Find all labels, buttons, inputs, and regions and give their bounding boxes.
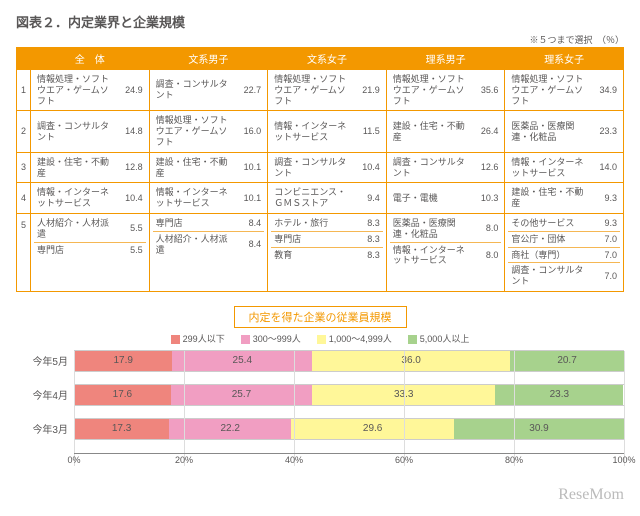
axis-label: 100% (612, 455, 635, 465)
industry-cell: 情報処理・ソフトウエア・ゲームソフト35.6 (386, 70, 505, 111)
bar-segment: 17.6 (74, 385, 171, 405)
industry-cell: 建設・住宅・不動産26.4 (386, 111, 505, 152)
header-science-m: 理系男子 (386, 48, 505, 70)
stacked-bar: 17.625.733.323.3 (74, 384, 624, 406)
bar-segment: 22.2 (169, 419, 291, 439)
industry-cell: 情報処理・ソフトウエア・ゲームソフト21.9 (268, 70, 387, 111)
chart-section: 内定を得た企業の従業員規模 299人以下 300～999人 1,000～4,999人… (16, 306, 624, 482)
bar-segment: 25.4 (172, 351, 312, 371)
chart-row: 今年3月17.322.229.630.9 (74, 419, 624, 439)
chart-legend: 299人以下 300～999人 1,000～4,999人 5,000人以上 (16, 332, 624, 345)
bar-segment: 23.3 (495, 385, 623, 405)
industry-cell: コンビニエンス・ＧＭＳストア9.4 (268, 183, 387, 214)
bar-segment: 33.3 (312, 385, 495, 405)
rank-cell: 2 (17, 111, 31, 152)
axis-label: 20% (175, 455, 193, 465)
bar-segment: 25.7 (171, 385, 312, 405)
chart-row: 今年4月17.625.733.323.3 (74, 385, 624, 405)
row-label: 今年5月 (16, 353, 68, 368)
header-humanities-f: 文系女子 (268, 48, 387, 70)
bar-segment: 36.0 (312, 351, 510, 371)
header-science-f: 理系女子 (505, 48, 624, 70)
industry-cell: 医薬品・医療関連・化粧品23.3 (505, 111, 624, 152)
logo: ReseMom (16, 486, 624, 504)
rank-cell: 4 (17, 183, 31, 214)
legend-item: 5,000人以上 (408, 332, 470, 345)
axis-label: 60% (395, 455, 413, 465)
industry-table: 全 体 文系男子 文系女子 理系男子 理系女子 1情報処理・ソフトウエア・ゲーム… (16, 47, 624, 292)
stacked-bar: 17.322.229.630.9 (74, 418, 624, 440)
figure-title: 図表２．内定業界と企業規模 (16, 12, 624, 31)
industry-cell: 建設・住宅・不動産9.3 (505, 183, 624, 214)
bar-segment: 30.9 (454, 419, 624, 439)
industry-cell: 情報処理・ソフトウエア・ゲームソフト16.0 (149, 111, 268, 152)
industry-cell: 情報処理・ソフトウエア・ゲームソフト24.9 (31, 70, 150, 111)
industry-cell: 調査・コンサルタント12.6 (386, 152, 505, 183)
chart-row: 今年5月17.925.436.020.7 (74, 351, 624, 371)
rank-cell: 5 (17, 213, 31, 291)
industry-cell: 情報・インターネットサービス10.1 (149, 183, 268, 214)
industry-cell: 調査・コンサルタント10.4 (268, 152, 387, 183)
axis-label: 0% (67, 455, 80, 465)
rank-cell: 3 (17, 152, 31, 183)
industry-cell: 医薬品・医療関連・化粧品8.0情報・インターネットサービス8.0 (386, 213, 505, 291)
bar-segment: 29.6 (291, 419, 454, 439)
industry-cell: 情報処理・ソフトウエア・ゲームソフト34.9 (505, 70, 624, 111)
industry-cell: 調査・コンサルタント22.7 (149, 70, 268, 111)
chart-title: 内定を得た企業の従業員規模 (16, 306, 624, 328)
legend-item: 299人以下 (171, 332, 225, 345)
row-label: 今年3月 (16, 421, 68, 436)
legend-item: 1,000～4,999人 (317, 332, 392, 345)
legend-item: 300～999人 (241, 332, 301, 345)
axis-label: 80% (505, 455, 523, 465)
axis-label: 40% (285, 455, 303, 465)
industry-cell: 専門店8.4人材紹介・人材派遣8.4 (149, 213, 268, 291)
industry-cell: その他サービス9.3官公庁・団体7.0商社（専門）7.0調査・コンサルタント7.… (505, 213, 624, 291)
industry-cell: 調査・コンサルタント14.8 (31, 111, 150, 152)
rank-cell: 1 (17, 70, 31, 111)
stacked-bar-chart: 今年5月17.925.436.020.7今年4月17.625.733.323.3… (16, 351, 624, 482)
header-overall: 全 体 (31, 48, 150, 70)
header-blank (17, 48, 31, 70)
industry-cell: 情報・インターネットサービス14.0 (505, 152, 624, 183)
bar-segment: 20.7 (510, 351, 624, 371)
industry-cell: 建設・住宅・不動産12.8 (31, 152, 150, 183)
industry-cell: 情報・インターネットサービス11.5 (268, 111, 387, 152)
industry-cell: 人材紹介・人材派遣5.5専門店5.5 (31, 213, 150, 291)
selection-note: ※５つまで選択 （％） (16, 33, 624, 46)
stacked-bar: 17.925.436.020.7 (74, 350, 624, 372)
industry-cell: 建設・住宅・不動産10.1 (149, 152, 268, 183)
industry-cell: 情報・インターネットサービス10.4 (31, 183, 150, 214)
industry-cell: 電子・電機10.3 (386, 183, 505, 214)
bar-segment: 17.9 (74, 351, 172, 371)
header-humanities-m: 文系男子 (149, 48, 268, 70)
bar-segment: 17.3 (74, 419, 169, 439)
industry-cell: ホテル・旅行8.3専門店8.3教育8.3 (268, 213, 387, 291)
row-label: 今年4月 (16, 387, 68, 402)
